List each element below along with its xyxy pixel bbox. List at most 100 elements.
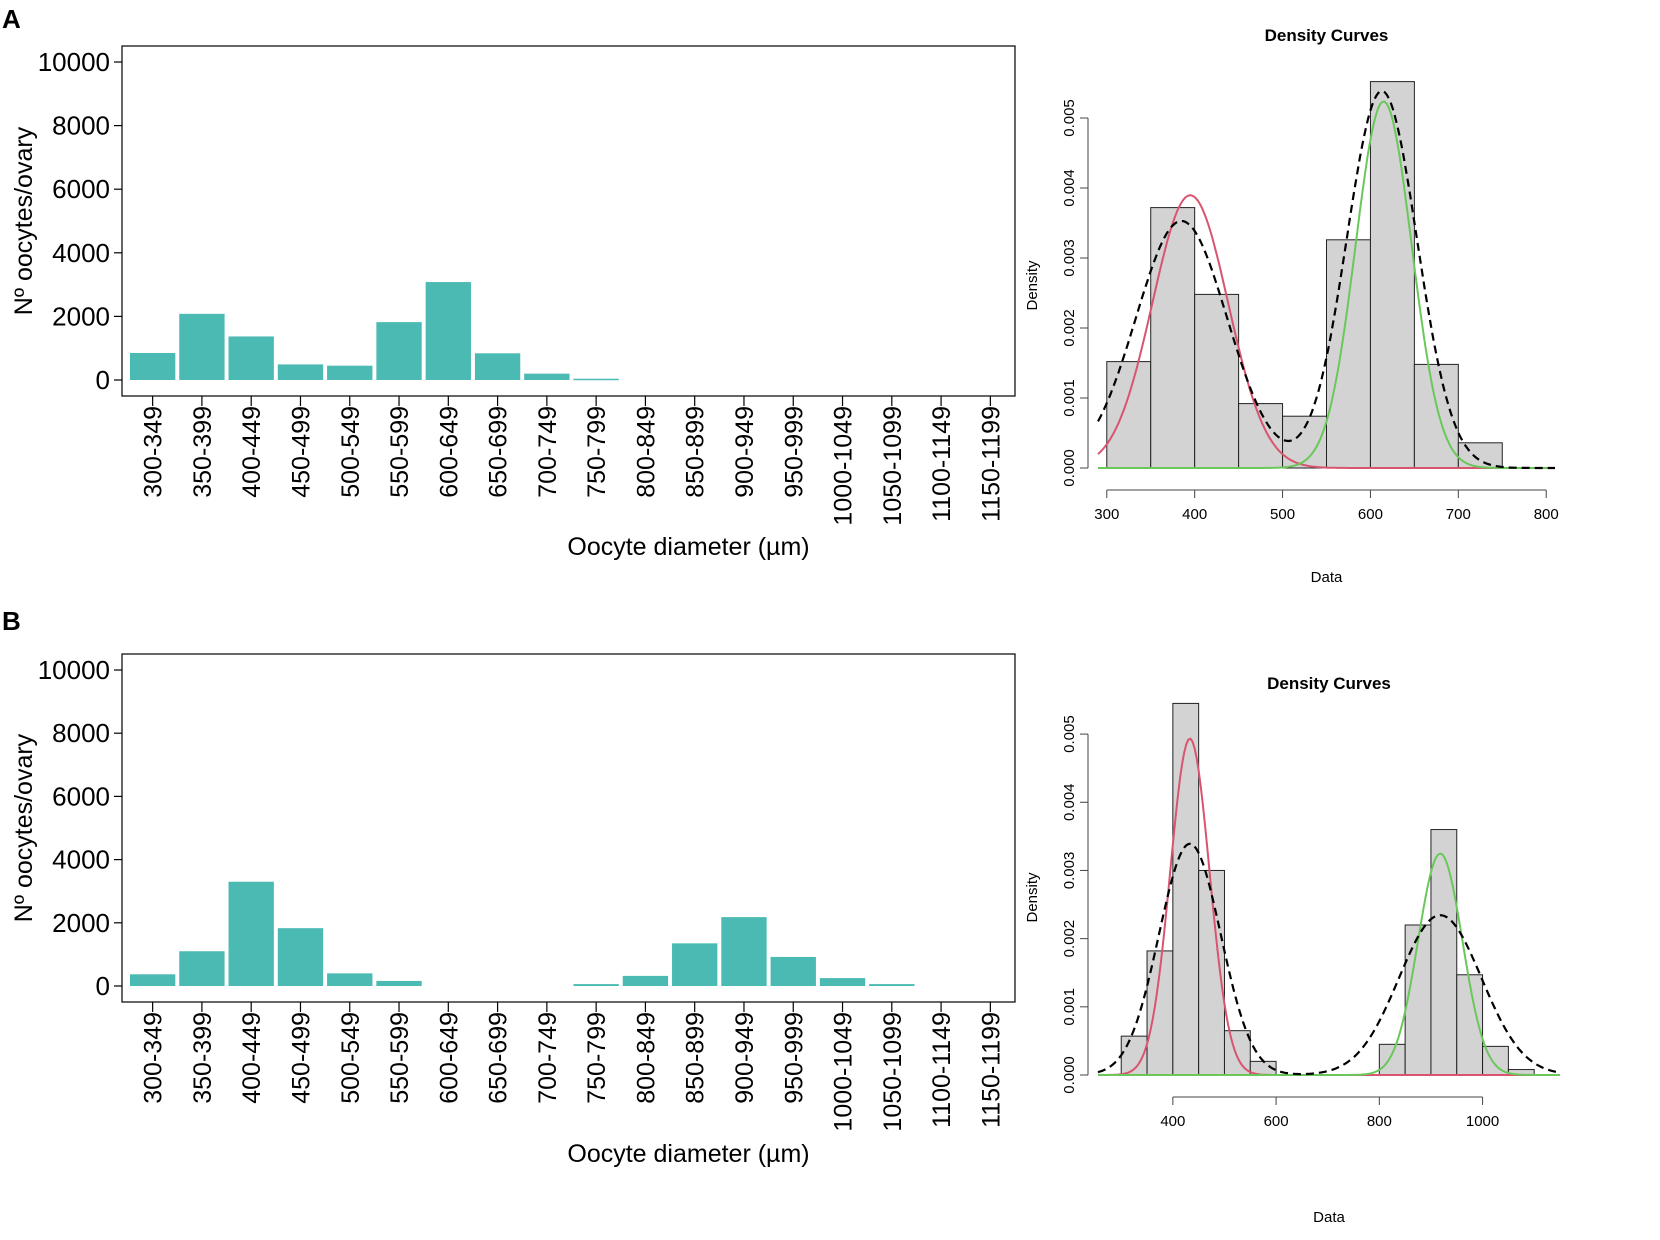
x-tick-label: 1100-1149 bbox=[928, 1012, 956, 1128]
bar bbox=[179, 951, 225, 986]
y-tick-label: 2000 bbox=[52, 908, 110, 938]
component-density-curve bbox=[1098, 100, 1555, 469]
histogram-bar bbox=[1194, 293, 1240, 469]
x-tick-label: 600 bbox=[1358, 506, 1383, 523]
y-tick-label: 0.002 bbox=[1061, 309, 1078, 347]
x-tick-label: 350-399 bbox=[189, 1012, 217, 1104]
mixture-density-curve bbox=[1097, 842, 1561, 1076]
x-tick-label: 600 bbox=[1264, 1113, 1289, 1130]
x-tick-label: 350-399 bbox=[189, 406, 217, 498]
y-axis-label: Density bbox=[1024, 872, 1041, 923]
bar bbox=[277, 928, 324, 986]
y-tick-label: 0.000 bbox=[1061, 1056, 1078, 1094]
x-tick-label: 550-599 bbox=[386, 406, 414, 498]
x-axis-label: Data bbox=[1311, 569, 1343, 586]
chart-title: Density Curves bbox=[1265, 26, 1389, 45]
plot-frame bbox=[121, 45, 1016, 397]
histogram-bar bbox=[1430, 829, 1458, 1076]
bar bbox=[869, 984, 915, 986]
y-tick-label: 0.005 bbox=[1061, 99, 1078, 137]
x-tick-label: 1000-1049 bbox=[830, 1012, 858, 1132]
bar bbox=[327, 973, 373, 986]
x-tick-label: 300-349 bbox=[140, 1012, 168, 1104]
x-axis-label: Oocyte diameter (µm) bbox=[567, 1140, 809, 1168]
x-tick-label: 700 bbox=[1446, 506, 1471, 523]
x-tick-label: 800-849 bbox=[632, 406, 660, 498]
density-chart-a: 300 400 500 600 700 800 0.000 0.001 0.002 0.003 0.… bbox=[1024, 26, 1559, 586]
bar bbox=[524, 373, 570, 380]
histogram-bar bbox=[1106, 361, 1152, 469]
x-tick-label: 750-799 bbox=[583, 406, 611, 498]
y-tick-label: 4000 bbox=[52, 238, 110, 268]
x-tick-label: 900-949 bbox=[731, 1012, 759, 1104]
y-tick-label: 0 bbox=[96, 365, 110, 395]
bar bbox=[228, 881, 274, 986]
bar bbox=[376, 322, 422, 380]
y-tick-label: 8000 bbox=[52, 718, 110, 748]
y-tick-label: 6000 bbox=[52, 781, 110, 811]
x-tick-label: 1150-1199 bbox=[977, 1012, 1005, 1128]
y-tick-label: 0.004 bbox=[1061, 783, 1078, 821]
x-tick-label: 400-449 bbox=[238, 406, 266, 498]
x-tick-label: 300 bbox=[1094, 506, 1119, 523]
density-chart-b: 400 600 800 1000 0.000 0.001 0.002 0.003 0.004 0.… bbox=[1024, 674, 1561, 1226]
y-tick-label: 0.000 bbox=[1061, 449, 1078, 487]
y-tick-label: 4000 bbox=[52, 845, 110, 875]
bar bbox=[573, 984, 619, 986]
bar bbox=[474, 353, 521, 380]
x-tick-label: 900-949 bbox=[731, 406, 759, 498]
y-axis-label: Nº oocytes/ovary bbox=[10, 733, 38, 922]
y-axis-label: Nº oocytes/ovary bbox=[10, 126, 38, 315]
x-tick-label: 1050-1099 bbox=[879, 406, 907, 526]
bar bbox=[376, 980, 422, 986]
bar bbox=[573, 378, 619, 381]
x-tick-label: 700-749 bbox=[534, 1012, 562, 1104]
y-tick-label: 0.004 bbox=[1061, 169, 1078, 207]
bar-chart-a: 0 2000 4000 6000 8000 10000 300-349 350-399 400-… bbox=[10, 45, 1016, 561]
component-density-curve bbox=[1097, 194, 1555, 469]
bar bbox=[721, 917, 767, 986]
y-tick-label: 0.005 bbox=[1061, 715, 1078, 753]
bar bbox=[228, 336, 274, 380]
x-tick-label: 1000 bbox=[1466, 1113, 1499, 1130]
x-axis-label: Oocyte diameter (µm) bbox=[567, 533, 809, 561]
x-tick-label: 800 bbox=[1534, 506, 1559, 523]
bar bbox=[819, 978, 866, 986]
y-tick-label: 0.002 bbox=[1061, 920, 1078, 958]
y-tick-label: 2000 bbox=[52, 301, 110, 331]
component-density-curve bbox=[1098, 852, 1560, 1076]
y-tick-label: 6000 bbox=[52, 174, 110, 204]
mixture-density-curve bbox=[1097, 89, 1555, 470]
x-tick-label: 300-349 bbox=[140, 406, 168, 498]
x-tick-label: 500 bbox=[1270, 506, 1295, 523]
y-tick-label: 0.003 bbox=[1061, 239, 1078, 277]
y-tick-label: 0.003 bbox=[1061, 852, 1078, 890]
x-tick-label: 450-499 bbox=[287, 406, 315, 498]
x-tick-label: 800-849 bbox=[632, 1012, 660, 1104]
y-tick-label: 0 bbox=[96, 971, 110, 1001]
x-tick-label: 650-699 bbox=[485, 1012, 513, 1104]
x-tick-label: 950-999 bbox=[780, 406, 808, 498]
bar bbox=[770, 956, 816, 986]
x-tick-label: 700-749 bbox=[534, 406, 562, 498]
x-tick-label: 600-649 bbox=[435, 406, 463, 498]
x-tick-label: 1050-1099 bbox=[879, 1012, 907, 1132]
histogram-bar bbox=[1172, 702, 1200, 1076]
x-tick-label: 850-899 bbox=[682, 406, 710, 498]
x-tick-label: 450-499 bbox=[287, 1012, 315, 1104]
x-tick-label: 650-699 bbox=[485, 406, 513, 498]
plot-frame bbox=[121, 653, 1016, 1003]
bar bbox=[327, 365, 373, 380]
y-tick-label: 8000 bbox=[52, 111, 110, 141]
x-tick-label: 400-449 bbox=[238, 1012, 266, 1104]
bar bbox=[129, 352, 176, 380]
x-tick-label: 1150-1199 bbox=[977, 406, 1005, 522]
x-tick-label: 950-999 bbox=[780, 1012, 808, 1104]
y-axis-label: Density bbox=[1024, 260, 1041, 311]
bar bbox=[179, 313, 225, 380]
x-tick-label: 500-549 bbox=[337, 406, 365, 498]
y-tick-label: 0.001 bbox=[1061, 988, 1078, 1026]
panel-label-b: B bbox=[2, 606, 21, 636]
x-axis-label: Data bbox=[1313, 1209, 1345, 1226]
